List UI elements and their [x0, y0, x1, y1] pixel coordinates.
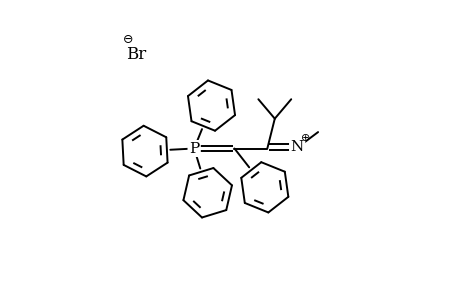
Text: ⊖: ⊖ — [123, 33, 134, 46]
Text: N: N — [290, 140, 303, 154]
Text: P: P — [189, 142, 199, 155]
Text: Br: Br — [126, 46, 146, 63]
Text: ⊕: ⊕ — [300, 133, 309, 143]
